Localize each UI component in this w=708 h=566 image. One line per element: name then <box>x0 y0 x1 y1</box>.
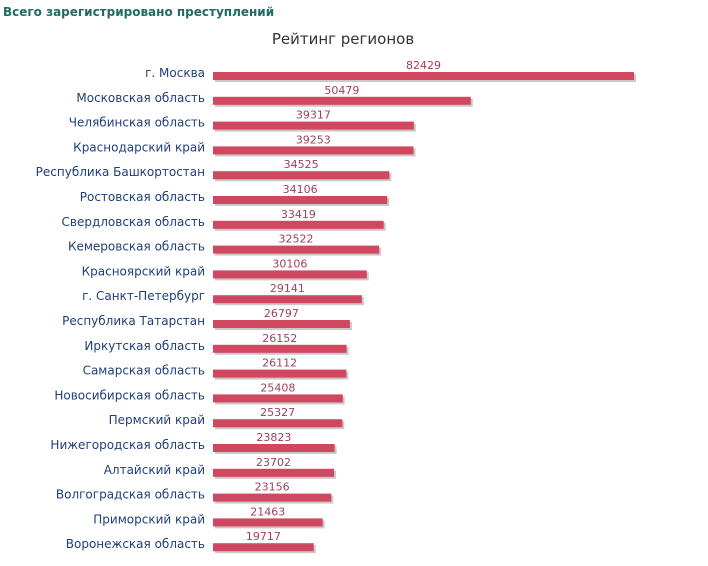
category-label: Ростовская область <box>80 190 205 204</box>
value-label: 32522 <box>279 233 314 246</box>
bar[interactable] <box>213 369 347 378</box>
category-label: Челябинская область <box>69 116 205 130</box>
category-label: Республика Башкортостан <box>36 165 205 179</box>
category-label: Красноярский край <box>82 264 205 278</box>
bar[interactable] <box>213 220 384 229</box>
value-label: 26112 <box>262 357 297 370</box>
value-label: 23156 <box>255 481 290 494</box>
value-label: 26152 <box>262 332 297 345</box>
category-label: Алтайский край <box>104 463 205 477</box>
category-label: Новосибирская область <box>54 388 205 402</box>
category-label: Республика Татарстан <box>62 314 205 328</box>
bar[interactable] <box>213 344 347 353</box>
bar[interactable] <box>213 96 471 105</box>
bar[interactable] <box>213 518 323 527</box>
category-label: Приморский край <box>93 512 205 526</box>
value-label: 25408 <box>260 381 295 394</box>
bar[interactable] <box>213 394 343 403</box>
bars-layer: г. Москва 82429 Московская область 50479 Чел… <box>36 59 636 554</box>
bar[interactable] <box>213 320 350 328</box>
bar[interactable] <box>213 270 367 279</box>
bar[interactable] <box>213 543 314 552</box>
category-label: Кемеровская область <box>68 240 205 254</box>
category-label: г. Санкт-Петербург <box>82 289 205 303</box>
page-header: Всего зарегистрировано преступлений <box>3 5 275 19</box>
category-label: Волгоградская область <box>56 488 205 502</box>
value-label: 82429 <box>406 59 441 72</box>
value-label: 34525 <box>284 158 319 171</box>
value-label: 33419 <box>281 208 316 221</box>
value-label: 23702 <box>256 456 291 469</box>
value-label: 26797 <box>264 307 299 320</box>
bar[interactable] <box>213 72 634 80</box>
category-label: Воронежская область <box>66 537 205 551</box>
bar[interactable] <box>213 419 343 428</box>
value-label: 23823 <box>256 431 291 444</box>
value-label: 29141 <box>270 282 305 295</box>
bar[interactable] <box>213 493 332 502</box>
category-label: Московская область <box>76 91 205 105</box>
value-label: 39317 <box>296 109 331 122</box>
bar[interactable] <box>213 171 390 180</box>
bar[interactable] <box>213 468 335 477</box>
value-label: 30106 <box>272 257 307 270</box>
value-label: 21463 <box>250 505 285 518</box>
value-label: 34106 <box>283 183 318 196</box>
category-label: Пермский край <box>109 413 205 427</box>
value-label: 25327 <box>260 406 295 419</box>
bar[interactable] <box>213 444 335 452</box>
value-label: 19717 <box>246 530 281 543</box>
category-label: Нижегородская область <box>50 438 205 452</box>
chart-title: Рейтинг регионов <box>272 30 414 48</box>
bar[interactable] <box>213 295 362 304</box>
category-label: Иркутская область <box>84 339 205 353</box>
bar[interactable] <box>213 146 414 155</box>
bar[interactable] <box>213 196 388 204</box>
category-label: Свердловская область <box>62 215 206 229</box>
category-label: Самарская область <box>83 364 205 378</box>
bar[interactable] <box>213 121 414 130</box>
category-label: Краснодарский край <box>73 140 205 154</box>
category-label: г. Москва <box>145 66 205 80</box>
bar[interactable] <box>213 245 380 254</box>
value-label: 50479 <box>324 84 359 97</box>
value-label: 39253 <box>296 133 331 146</box>
